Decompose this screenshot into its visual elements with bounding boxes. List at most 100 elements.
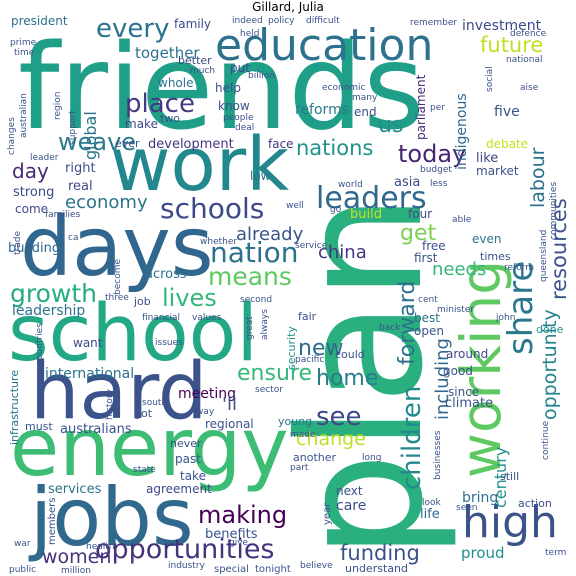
word-family: family <box>174 17 211 31</box>
word-leaders: leaders <box>316 181 427 216</box>
word-families: families <box>45 210 80 220</box>
word-services: services <box>48 482 102 497</box>
word-issues: issues <box>155 338 183 348</box>
word-look: look <box>422 498 442 508</box>
word-including: including <box>432 338 453 420</box>
word-making: making <box>198 501 287 529</box>
word-high: high <box>462 497 558 548</box>
word-ever: ever <box>115 137 140 150</box>
word-health: health <box>86 542 115 552</box>
word-low: low <box>250 169 271 183</box>
word-funding: funding <box>340 541 420 565</box>
word-share: share <box>501 261 541 355</box>
word-less: less <box>430 179 448 189</box>
word-infrastructure: infrastructure <box>8 370 21 445</box>
word-fair: fair <box>298 310 317 323</box>
word-cent: cent <box>418 295 438 305</box>
word-strong: strong <box>13 185 54 200</box>
word-debate: debate <box>486 137 528 151</box>
word-budget: budget <box>420 165 452 175</box>
word-job: job <box>133 295 151 308</box>
word-hard: hard <box>30 347 207 437</box>
word-give: give <box>229 538 249 548</box>
word-future: future <box>480 33 543 57</box>
word-parliament: parliament <box>414 74 428 140</box>
word-agreement: agreement <box>146 482 212 496</box>
word-building: building <box>8 241 60 256</box>
word-state: state <box>133 465 156 475</box>
word-three: three <box>105 293 129 303</box>
word-climate: climate <box>445 396 493 411</box>
word-tonight: tonight <box>255 564 291 575</box>
word-day: day <box>12 159 49 183</box>
word-five: five <box>494 104 520 120</box>
word-defence: defence <box>510 29 547 39</box>
word-friends: friends <box>18 18 425 156</box>
word-back: back <box>379 323 401 333</box>
word-free: free <box>422 239 446 253</box>
word-minister: minister <box>437 305 474 315</box>
word-industry: industry <box>168 561 206 571</box>
word-per: per <box>430 103 445 113</box>
word-john: john <box>495 313 515 323</box>
word-work: work <box>110 122 289 208</box>
word-continue: continue <box>541 420 551 460</box>
word-children: children <box>397 386 427 490</box>
word-global: global <box>81 111 100 160</box>
word-special: special <box>214 564 249 575</box>
word-'ll: 'll <box>222 394 237 415</box>
word-ca: ca <box>68 233 78 243</box>
word-held: held <box>240 29 259 39</box>
word-china: china <box>318 242 367 263</box>
word-south: south <box>142 398 167 408</box>
word-members: members <box>47 498 58 545</box>
word-women: women <box>42 546 111 568</box>
word-pacific: pacific <box>295 355 324 365</box>
word-good: good <box>443 364 473 378</box>
word-nations: nations <box>296 136 373 160</box>
word-since: since <box>448 385 479 399</box>
word-needs: needs <box>432 259 486 280</box>
word-plan: plan <box>263 193 461 560</box>
word-still: still <box>500 470 519 483</box>
word-build: build <box>350 207 382 222</box>
word-deal: deal <box>235 123 254 133</box>
word-schools: schools <box>160 192 264 225</box>
word-long: long <box>362 453 381 463</box>
word-billion: billion <box>248 71 275 81</box>
word-many: many <box>352 93 378 103</box>
word-second: second <box>240 295 272 305</box>
word-whether: whether <box>200 237 237 247</box>
word-care: care <box>336 498 366 514</box>
word-forward: forward <box>395 281 420 365</box>
word-nation: nation <box>210 236 299 269</box>
word-part: part <box>290 463 309 473</box>
word-benefits: benefits <box>205 527 258 542</box>
word-face: face <box>268 137 294 151</box>
word-international: international <box>45 366 134 382</box>
word-across: across <box>145 267 187 282</box>
word-market: market <box>476 164 519 178</box>
word-around: around <box>446 347 488 361</box>
figure-title: Gillard, Julia <box>252 0 324 14</box>
word-take: take <box>180 469 206 483</box>
word-means: means <box>208 262 292 291</box>
word-support: support <box>68 110 78 145</box>
word-young: young <box>278 415 312 428</box>
word-right: right <box>65 161 96 176</box>
word-past: past <box>175 452 201 466</box>
word-national: national <box>506 55 542 65</box>
word-bring: bring <box>462 490 498 506</box>
word-first: first <box>414 251 438 265</box>
word-days: days <box>20 200 214 295</box>
word-jobs: jobs <box>28 471 194 564</box>
word-open: open <box>414 324 444 338</box>
word-way: way <box>196 407 215 417</box>
word-well: well <box>286 201 304 211</box>
word-next: next <box>336 484 363 498</box>
word-region: region <box>53 92 63 120</box>
word-school: school <box>8 289 258 379</box>
word-australian: australian <box>19 93 29 138</box>
word-countries: countries <box>35 323 45 365</box>
word-public: public <box>9 565 36 575</box>
